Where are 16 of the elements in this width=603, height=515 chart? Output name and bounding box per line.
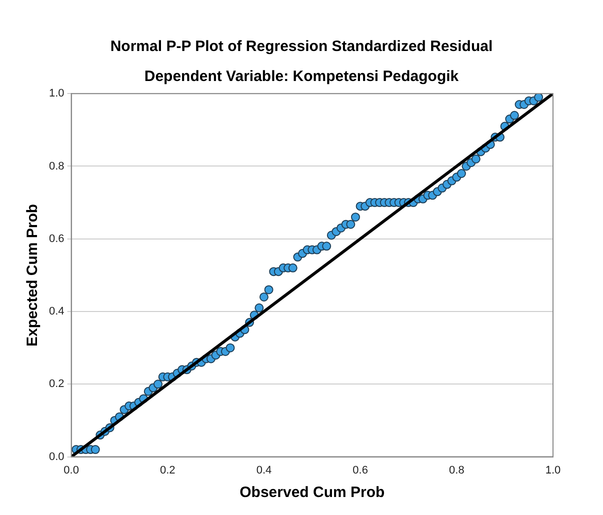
x-tick-label: 0.2 [160,464,176,476]
y-axis-title: Expected Cum Prob [24,204,42,346]
x-tick-label: 0.0 [64,464,79,476]
y-tick-label: 0.6 [48,232,64,245]
chart-subtitle: Dependent Variable: Kompetensi Pedagogik [143,68,460,85]
x-tick-label: 0.4 [256,464,272,476]
chart-title: Normal P-P Plot of Regression Standardized Residual [109,38,494,55]
y-tick-label: 0.4 [48,306,64,318]
y-tick-label: 0.0 [48,450,64,463]
x-tick-label: 0.6 [352,464,368,476]
y-tick-label: 0.2 [48,378,64,390]
y-tick-label: 0.8 [48,160,64,172]
x-tick-label: 0.8 [449,464,464,476]
y-tick-label: 1.0 [48,88,64,100]
x-tick-label: 1.0 [545,464,561,476]
x-axis-title: Observed Cum Prob [240,484,385,502]
